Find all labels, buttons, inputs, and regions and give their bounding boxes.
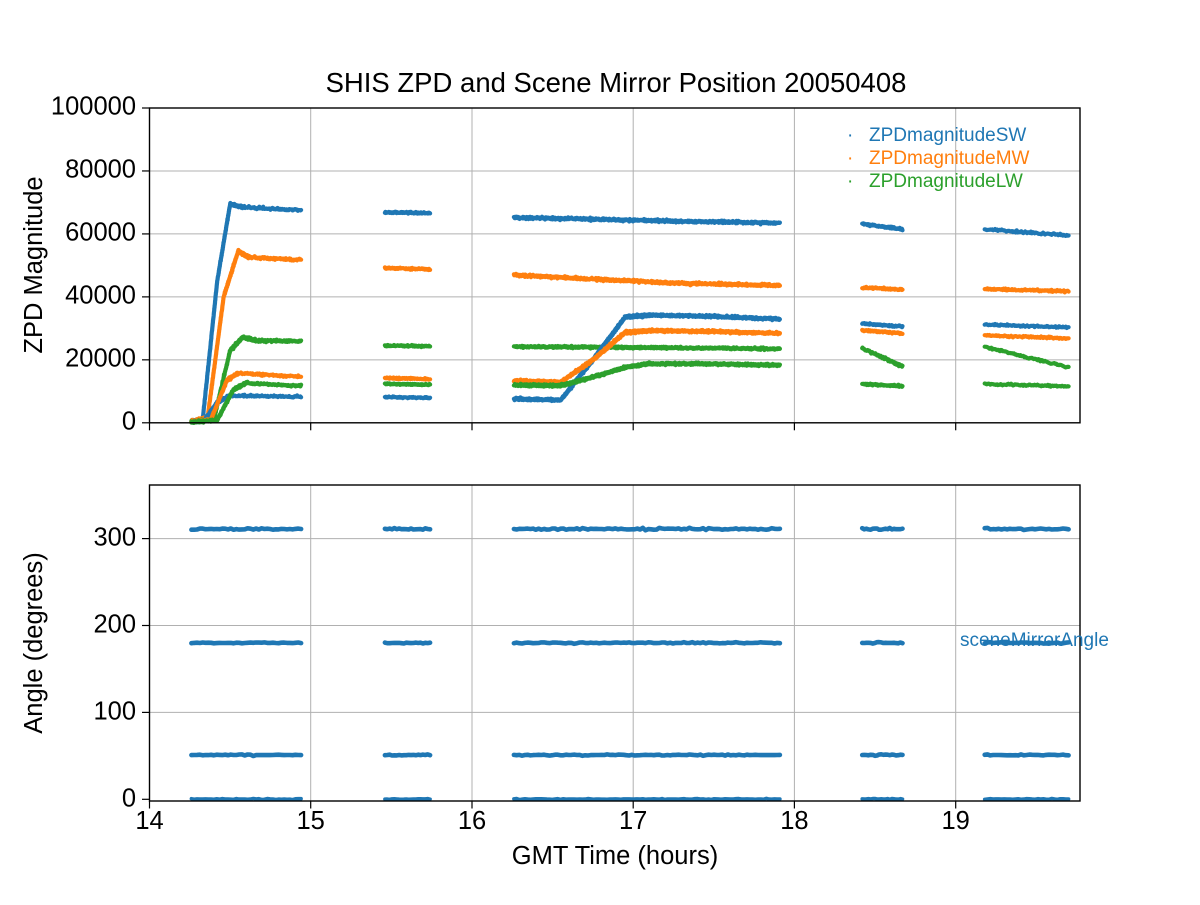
- svg-text:200: 200: [93, 611, 136, 639]
- svg-text:GMT Time (hours): GMT Time (hours): [512, 842, 718, 870]
- svg-text:0: 0: [122, 408, 136, 436]
- svg-text:300: 300: [93, 524, 136, 552]
- svg-text:17: 17: [619, 807, 647, 835]
- svg-text:·: ·: [847, 125, 853, 146]
- svg-text:40000: 40000: [65, 282, 136, 310]
- svg-text:100000: 100000: [51, 93, 136, 121]
- svg-text:16: 16: [458, 807, 486, 835]
- svg-text:19: 19: [942, 807, 970, 835]
- svg-text:ZPDmagnitudeMW: ZPDmagnitudeMW: [869, 148, 1030, 169]
- svg-text:0: 0: [122, 785, 136, 813]
- svg-text:ZPDmagnitudeSW: ZPDmagnitudeSW: [869, 125, 1026, 146]
- svg-text:15: 15: [297, 807, 325, 835]
- svg-text:SHIS ZPD and Scene Mirror Posi: SHIS ZPD and Scene Mirror Position 20050…: [326, 67, 907, 98]
- svg-text:·: ·: [847, 148, 853, 169]
- svg-text:60000: 60000: [65, 219, 136, 247]
- svg-text:·: ·: [847, 171, 853, 192]
- svg-text:14: 14: [135, 807, 163, 835]
- svg-text:Angle (degrees): Angle (degrees): [20, 552, 48, 733]
- svg-text:80000: 80000: [65, 156, 136, 184]
- svg-text:sceneMirrorAngle: sceneMirrorAngle: [960, 630, 1109, 651]
- svg-text:20000: 20000: [65, 345, 136, 373]
- svg-text:100: 100: [93, 698, 136, 726]
- svg-text:ZPD Magnitude: ZPD Magnitude: [20, 176, 48, 353]
- svg-text:18: 18: [780, 807, 808, 835]
- svg-text:ZPDmagnitudeLW: ZPDmagnitudeLW: [869, 171, 1023, 192]
